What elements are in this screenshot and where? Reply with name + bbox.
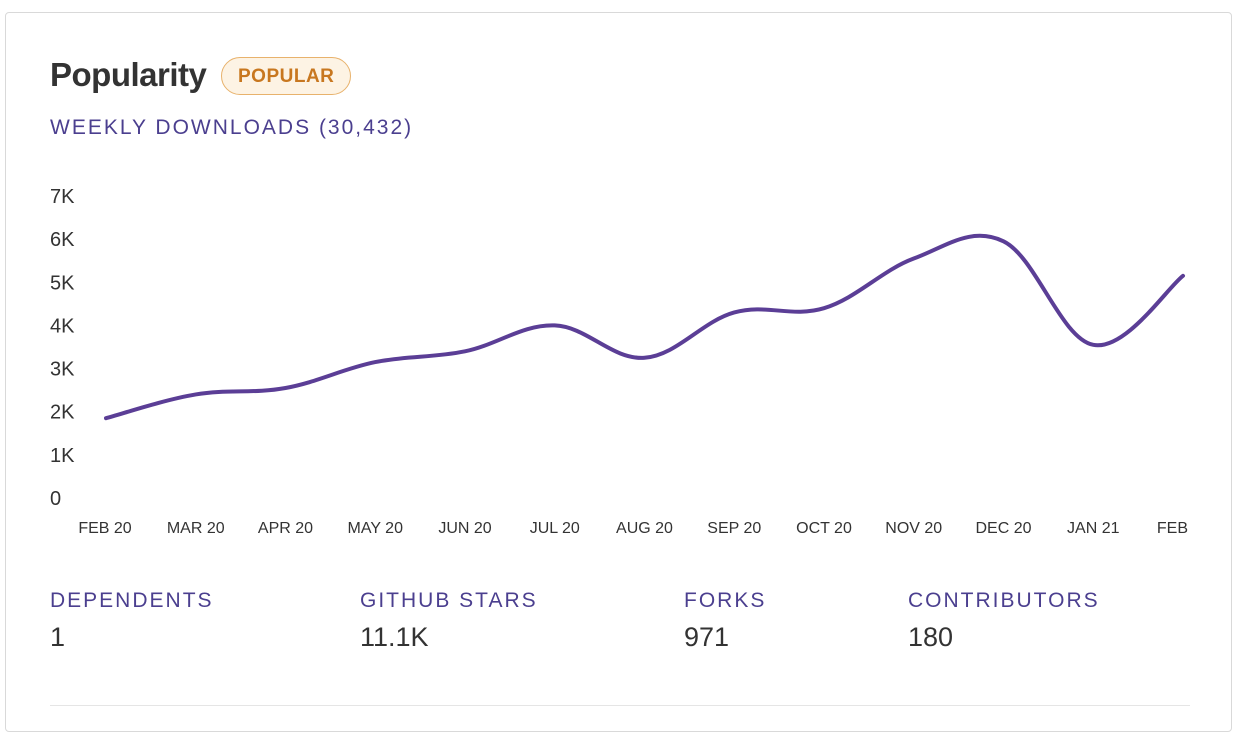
x-tick-label: DEC 20 xyxy=(975,520,1031,537)
x-tick-label: AUG 20 xyxy=(616,520,673,537)
popularity-card xyxy=(5,12,1232,732)
x-tick-label: FEB xyxy=(1157,520,1188,537)
stat-github-stars-label: GITHUB STARS xyxy=(360,589,538,612)
x-tick-label: JUN 20 xyxy=(438,520,491,537)
stat-dependents-label: DEPENDENTS xyxy=(50,589,214,612)
x-tick-label: SEP 20 xyxy=(707,520,761,537)
y-axis-ticks: 0 1K 2K 3K 4K 5K 6K 7K xyxy=(50,186,75,510)
y-tick-label: 0 xyxy=(50,488,61,510)
series-group xyxy=(104,233,1185,421)
section-title: Popularity xyxy=(50,56,207,93)
divider xyxy=(50,705,1190,706)
popular-badge: POPULAR xyxy=(221,57,352,95)
x-tick-label: NOV 20 xyxy=(885,520,942,537)
y-tick-label: 6K xyxy=(50,229,75,251)
x-tick-label: APR 20 xyxy=(258,520,313,537)
x-tick-label: JAN 21 xyxy=(1067,520,1120,537)
stat-contributors-label: CONTRIBUTORS xyxy=(908,589,1100,612)
weekly-downloads-label: WEEKLY DOWNLOADS (30,432) xyxy=(50,116,414,139)
x-tick-label: MAY 20 xyxy=(348,520,404,537)
downloads-chart: 0 1K 2K 3K 4K 5K 6K 7K FEB 20 MAR 20 APR 20 MAY 20… xyxy=(50,186,1188,537)
stat-forks-value: 971 xyxy=(684,622,730,652)
series-line xyxy=(104,233,1185,421)
x-tick-label: FEB 20 xyxy=(78,520,131,537)
y-tick-label: 4K xyxy=(50,315,75,337)
x-axis-ticks: FEB 20 MAR 20 APR 20 MAY 20 JUN 20 JUL 20 AUG … xyxy=(78,520,1188,537)
y-tick-label: 1K xyxy=(50,445,75,467)
stat-forks-label: FORKS xyxy=(684,589,767,612)
x-tick-label: JUL 20 xyxy=(530,520,580,537)
y-tick-label: 5K xyxy=(50,272,75,294)
y-tick-label: 7K xyxy=(50,186,75,208)
stat-dependents-value: 1 xyxy=(50,622,66,652)
y-tick-label: 3K xyxy=(50,359,75,381)
y-tick-label: 2K xyxy=(50,402,75,424)
stat-contributors-value: 180 xyxy=(908,622,954,652)
x-tick-label: MAR 20 xyxy=(167,520,225,537)
x-tick-label: OCT 20 xyxy=(796,520,852,537)
stat-github-stars-value: 11.1K xyxy=(360,622,429,652)
